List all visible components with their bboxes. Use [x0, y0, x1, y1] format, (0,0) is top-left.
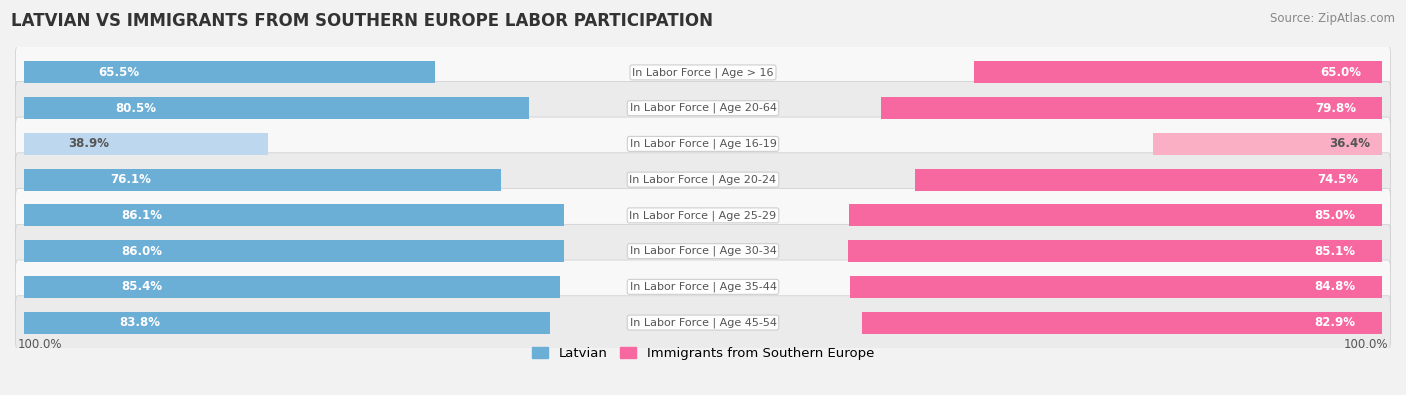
Bar — [914, 169, 1382, 191]
Bar — [974, 61, 1382, 83]
Text: 85.4%: 85.4% — [121, 280, 162, 293]
Text: 86.1%: 86.1% — [121, 209, 163, 222]
Bar — [849, 204, 1382, 226]
Text: Source: ZipAtlas.com: Source: ZipAtlas.com — [1270, 12, 1395, 25]
Text: 36.4%: 36.4% — [1329, 137, 1371, 150]
Text: 65.0%: 65.0% — [1320, 66, 1361, 79]
Text: 38.9%: 38.9% — [69, 137, 110, 150]
Text: 82.9%: 82.9% — [1315, 316, 1355, 329]
Bar — [862, 312, 1382, 334]
Text: 74.5%: 74.5% — [1317, 173, 1358, 186]
Bar — [24, 61, 434, 83]
Bar — [851, 276, 1382, 298]
FancyBboxPatch shape — [15, 296, 1391, 350]
FancyBboxPatch shape — [15, 224, 1391, 278]
Text: LATVIAN VS IMMIGRANTS FROM SOUTHERN EUROPE LABOR PARTICIPATION: LATVIAN VS IMMIGRANTS FROM SOUTHERN EURO… — [11, 12, 713, 30]
FancyBboxPatch shape — [15, 260, 1391, 314]
FancyBboxPatch shape — [15, 188, 1391, 242]
Bar — [882, 97, 1382, 119]
FancyBboxPatch shape — [15, 153, 1391, 207]
FancyBboxPatch shape — [15, 45, 1391, 99]
FancyBboxPatch shape — [15, 117, 1391, 171]
Bar — [24, 240, 564, 262]
Bar — [1153, 133, 1382, 155]
Bar — [24, 204, 564, 226]
Text: In Labor Force | Age 35-44: In Labor Force | Age 35-44 — [630, 282, 776, 292]
Text: 100.0%: 100.0% — [1344, 338, 1389, 351]
Text: 85.0%: 85.0% — [1315, 209, 1355, 222]
Text: In Labor Force | Age 20-64: In Labor Force | Age 20-64 — [630, 103, 776, 113]
Bar — [24, 312, 550, 334]
Text: 79.8%: 79.8% — [1316, 102, 1357, 115]
Bar — [848, 240, 1382, 262]
Text: 100.0%: 100.0% — [17, 338, 62, 351]
Text: In Labor Force | Age 16-19: In Labor Force | Age 16-19 — [630, 139, 776, 149]
Text: 76.1%: 76.1% — [110, 173, 152, 186]
Text: In Labor Force | Age 20-24: In Labor Force | Age 20-24 — [630, 174, 776, 185]
Text: In Labor Force | Age 30-34: In Labor Force | Age 30-34 — [630, 246, 776, 256]
Bar — [24, 276, 560, 298]
Bar — [24, 133, 269, 155]
Bar — [24, 97, 529, 119]
Text: 86.0%: 86.0% — [121, 245, 163, 258]
Text: 80.5%: 80.5% — [115, 102, 156, 115]
Text: In Labor Force | Age > 16: In Labor Force | Age > 16 — [633, 67, 773, 78]
Text: 84.8%: 84.8% — [1313, 280, 1355, 293]
FancyBboxPatch shape — [15, 81, 1391, 135]
Text: In Labor Force | Age 45-54: In Labor Force | Age 45-54 — [630, 317, 776, 328]
Text: 85.1%: 85.1% — [1315, 245, 1355, 258]
Legend: Latvian, Immigrants from Southern Europe: Latvian, Immigrants from Southern Europe — [527, 341, 879, 365]
Text: 83.8%: 83.8% — [120, 316, 160, 329]
Text: In Labor Force | Age 25-29: In Labor Force | Age 25-29 — [630, 210, 776, 221]
Bar — [24, 169, 502, 191]
Text: 65.5%: 65.5% — [98, 66, 139, 79]
